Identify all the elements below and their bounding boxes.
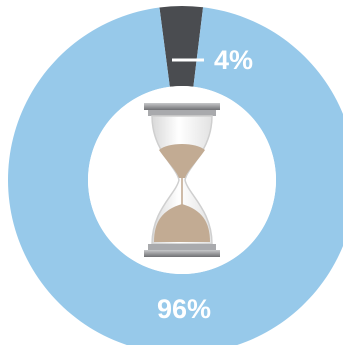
donut-slices — [8, 5, 343, 350]
hourglass-icon — [144, 103, 220, 257]
data-labels: 4% 96% — [157, 45, 253, 324]
donut-slice-1 — [159, 5, 204, 87]
data-label-1: 4% — [214, 45, 253, 75]
data-label-2: 96% — [157, 294, 211, 324]
donut-slice-2 — [8, 7, 343, 350]
